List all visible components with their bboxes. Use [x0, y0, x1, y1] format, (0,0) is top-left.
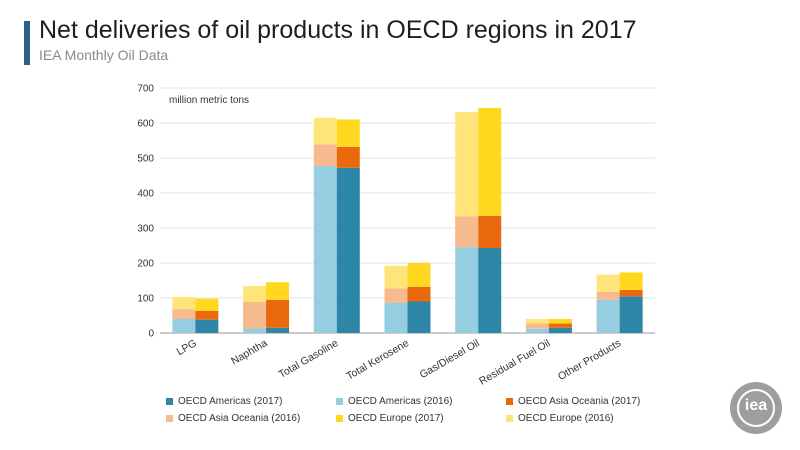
bar-segment: [172, 296, 196, 310]
bar-segment: [478, 107, 502, 216]
bar-segment: [455, 112, 479, 217]
bar-segment: [548, 323, 572, 328]
x-tick-label: Total Gasoline: [277, 337, 341, 381]
bar-segment: [266, 299, 290, 328]
bar-segment: [596, 292, 620, 300]
bar-segment: [525, 319, 549, 324]
legend-item: OECD Americas (2017): [166, 396, 282, 407]
bar-segment: [596, 274, 620, 293]
y-tick-label: 700: [137, 84, 154, 95]
bar-segment: [525, 328, 549, 333]
bar-segment: [478, 247, 502, 333]
legend-swatch: [336, 415, 343, 422]
x-tick-label: Residual Fuel Oil: [477, 337, 552, 387]
logo-text: iea: [744, 397, 768, 414]
legend-label: OECD Americas (2016): [348, 396, 453, 407]
bar-segment: [313, 166, 337, 333]
bar-segment: [195, 319, 219, 333]
bar-segment: [548, 327, 572, 333]
bar-segment: [336, 167, 360, 333]
x-tick-label: Total Kerosene: [344, 337, 411, 382]
legend-label: OECD Europe (2017): [348, 413, 444, 424]
bar-segment: [384, 265, 408, 289]
legend-swatch: [166, 398, 173, 405]
x-tick-label: Gas/Diesel Oil: [418, 337, 482, 381]
bar-segment: [596, 299, 620, 333]
legend-label: OECD Asia Oceania (2017): [518, 396, 641, 407]
bar-segment: [243, 328, 267, 333]
iea-logo: iea: [730, 382, 782, 434]
bar-segment: [548, 319, 572, 324]
legend-item: OECD Europe (2017): [336, 413, 444, 424]
bar-segment: [619, 272, 643, 290]
bar-segment: [478, 215, 502, 248]
unit-label: million metric tons: [169, 95, 249, 106]
legend-item: OECD Americas (2016): [336, 396, 452, 407]
bar-segment: [455, 247, 479, 333]
y-tick-label: 100: [137, 294, 154, 305]
bar-segment: [336, 119, 360, 147]
bar-segment: [525, 323, 549, 329]
legend-label: OECD Europe (2016): [518, 413, 614, 424]
chart-title: Net deliveries of oil products in OECD r…: [39, 16, 637, 44]
y-tick-label: 200: [137, 259, 154, 270]
bar-segment: [407, 301, 431, 333]
bar-segment: [455, 216, 479, 248]
bar-segment: [266, 282, 290, 300]
y-tick-label: 500: [137, 154, 154, 165]
bar-segment: [407, 286, 431, 302]
y-tick-label: 300: [137, 224, 154, 235]
bar-segment: [172, 319, 196, 333]
bar-segment: [266, 327, 290, 333]
y-tick-label: 400: [137, 189, 154, 200]
bar-segment: [195, 310, 219, 320]
logo-ring: [737, 389, 775, 427]
bar-segment: [243, 286, 267, 302]
y-tick-label: 0: [148, 329, 154, 340]
title-accent-bar: [24, 21, 30, 65]
bar-segment: [384, 288, 408, 303]
chart-subtitle: IEA Monthly Oil Data: [39, 47, 169, 63]
legend-item: OECD Asia Oceania (2016): [166, 413, 300, 424]
legend-label: OECD Asia Oceania (2016): [178, 413, 301, 424]
bar-segment: [407, 263, 431, 287]
x-tick-label: Other Products: [556, 337, 623, 383]
bar-segment: [172, 309, 196, 319]
legend-swatch: [166, 415, 173, 422]
legend-label: OECD Americas (2017): [178, 396, 283, 407]
legend-item: OECD Europe (2016): [506, 413, 614, 424]
legend-swatch: [506, 398, 513, 405]
bar-segment: [619, 289, 643, 297]
x-tick-label: Naphtha: [229, 337, 270, 367]
legend-item: OECD Asia Oceania (2017): [506, 396, 640, 407]
y-tick-label: 600: [137, 119, 154, 130]
bar-segment: [336, 146, 360, 168]
x-tick-label: LPG: [175, 337, 199, 358]
legend-swatch: [336, 398, 343, 405]
bar-segment: [243, 301, 267, 329]
bar-segment: [619, 296, 643, 333]
bar-segment: [313, 144, 337, 167]
legend-swatch: [506, 415, 513, 422]
bar-segment: [195, 298, 219, 311]
bar-segment: [384, 302, 408, 333]
bar-segment: [313, 117, 337, 145]
